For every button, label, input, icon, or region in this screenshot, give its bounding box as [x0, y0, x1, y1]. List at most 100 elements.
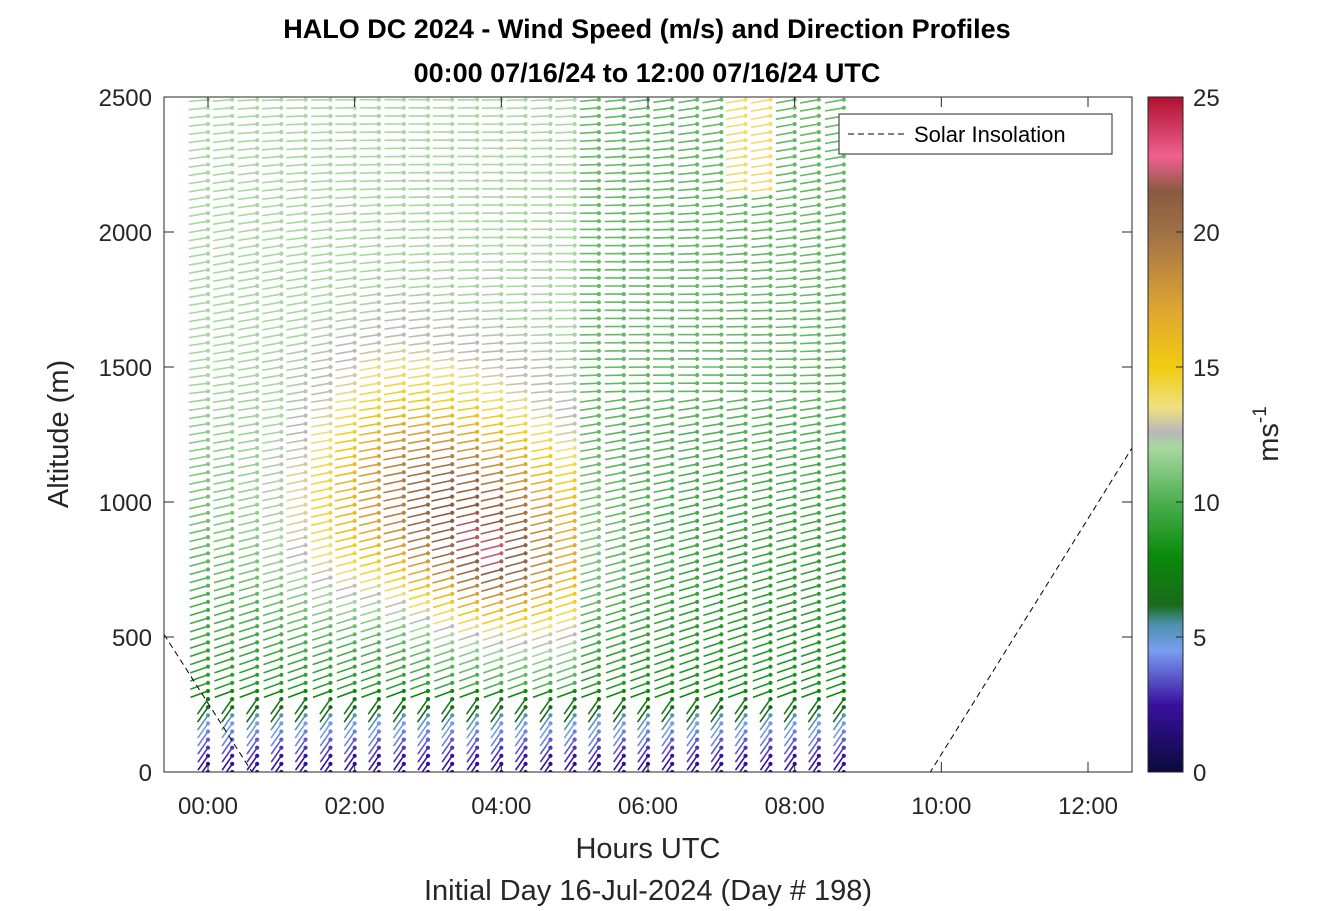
wind-barb — [466, 731, 478, 747]
wind-barb-dot — [719, 348, 724, 353]
wind-barb-dot — [695, 292, 700, 297]
wind-barb-dot — [450, 356, 455, 361]
wind-barb — [480, 568, 502, 576]
wind-barb-dot — [450, 535, 455, 540]
wind-barb — [678, 123, 698, 128]
wind-barb-dot — [279, 243, 284, 248]
wind-barb — [554, 487, 575, 494]
wind-barb-dot — [376, 105, 381, 110]
wind-barb — [726, 439, 746, 444]
wind-barb — [263, 682, 282, 690]
wind-barb-dot — [450, 437, 455, 442]
wind-barb-dot — [719, 729, 724, 734]
wind-barb-dot — [596, 607, 601, 613]
wind-barb — [702, 277, 722, 280]
wind-barb-dot — [572, 697, 577, 702]
wind-barb — [262, 228, 282, 233]
wind-barb-dot — [450, 656, 455, 661]
wind-barb-dot — [816, 445, 821, 451]
wind-barb — [237, 422, 258, 428]
wind-barb — [605, 682, 625, 690]
wind-barb — [261, 123, 282, 126]
wind-barb-dot — [792, 300, 797, 305]
wind-barb — [800, 649, 820, 658]
wind-barb-dot — [695, 389, 700, 394]
wind-barb — [702, 139, 722, 144]
wind-barb-dot — [450, 300, 455, 305]
wind-barb — [262, 422, 282, 428]
wind-barb — [221, 747, 233, 763]
wind-barb-dot — [425, 381, 431, 386]
legend-label-solar-insolation: Solar Insolation — [914, 122, 1066, 147]
wind-barb-dot — [523, 324, 528, 329]
wind-barb-dot — [425, 478, 431, 483]
wind-barb-dot — [328, 267, 333, 272]
wind-barb — [555, 593, 575, 601]
wind-barb — [237, 155, 258, 160]
wind-barb — [800, 601, 820, 608]
wind-barb-dot — [230, 518, 235, 524]
wind-barb — [188, 155, 209, 160]
wind-barb — [653, 503, 673, 510]
wind-barb — [188, 244, 209, 250]
wind-barb — [604, 171, 624, 175]
wind-barb-dot — [401, 113, 406, 118]
wind-barb — [456, 528, 478, 535]
wind-barb-dot — [719, 397, 724, 402]
colorbar-label: ms-1 — [1250, 406, 1285, 462]
wind-barb-dot — [621, 170, 626, 175]
wind-barb — [556, 657, 575, 666]
wind-barb — [580, 674, 600, 682]
wind-barb-dot — [523, 397, 528, 402]
wind-barb-dot — [230, 761, 235, 767]
wind-barb-dot — [376, 421, 381, 426]
wind-barb — [201, 763, 209, 772]
wind-barb — [580, 568, 600, 576]
wind-barb — [294, 739, 307, 755]
wind-barb-dot — [719, 178, 724, 183]
wind-barb-dot — [572, 170, 577, 175]
wind-barb — [679, 649, 698, 658]
wind-barb-dot — [695, 308, 700, 313]
wind-barb — [383, 503, 404, 510]
wind-barb-dot — [743, 502, 748, 507]
wind-barb-dot — [816, 130, 821, 135]
wind-barb-dot — [499, 397, 504, 402]
wind-barb-dot — [695, 381, 700, 386]
wind-barb-dot — [352, 640, 357, 645]
wind-barb-dot — [523, 551, 528, 556]
wind-barb-dot — [670, 251, 675, 256]
wind-barb-dot — [743, 146, 748, 151]
wind-barb-dot — [376, 454, 381, 459]
wind-barb — [579, 374, 599, 377]
wind-barb — [336, 633, 355, 641]
wind-barb — [456, 471, 478, 478]
wind-barb — [555, 139, 575, 142]
wind-barb-dot — [352, 105, 357, 110]
wind-barb — [531, 131, 551, 134]
wind-barb — [480, 503, 502, 511]
wind-barb-dot — [328, 413, 333, 418]
wind-barb — [262, 285, 282, 291]
wind-barb — [408, 269, 429, 273]
wind-barb-dot — [376, 170, 381, 175]
wind-barb — [800, 536, 820, 543]
wind-barb — [407, 479, 429, 486]
wind-barb — [286, 431, 306, 436]
wind-barb — [246, 747, 258, 763]
wind-barb — [433, 633, 453, 641]
wind-barb — [261, 107, 282, 110]
wind-barb-dot — [792, 591, 797, 596]
wind-barb-dot — [572, 413, 577, 418]
wind-barb-dot — [499, 324, 504, 329]
wind-barb — [189, 633, 209, 641]
wind-barb — [402, 771, 404, 772]
wind-barb-dot — [279, 551, 284, 556]
wind-barb-dot — [352, 211, 357, 216]
wind-barb — [385, 665, 405, 674]
wind-barb — [750, 107, 771, 112]
wind-barb — [504, 560, 526, 568]
wind-barb-dot — [230, 324, 235, 329]
wind-barb — [579, 487, 600, 494]
wind-barb-dot — [792, 510, 797, 515]
